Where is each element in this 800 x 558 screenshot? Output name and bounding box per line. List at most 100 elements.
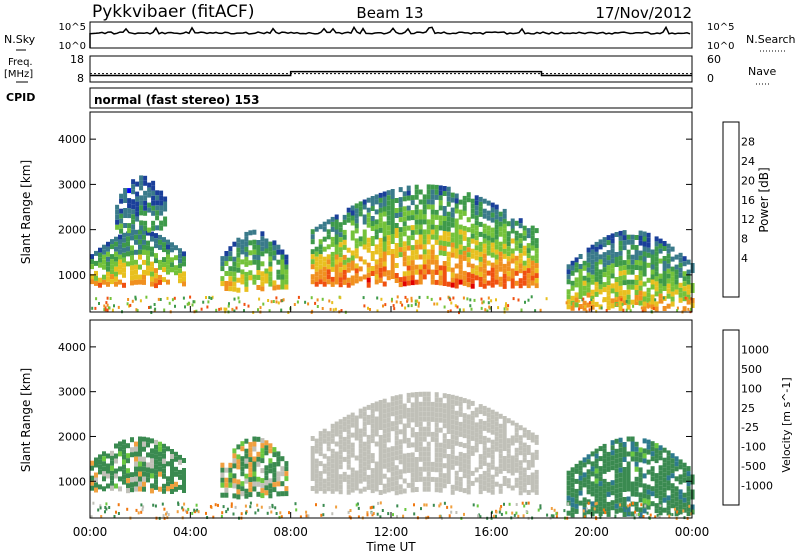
power-cell <box>606 280 611 286</box>
velocity-cell <box>654 508 659 514</box>
velocity-cell <box>566 495 571 501</box>
power-cell <box>114 246 118 252</box>
velocity-cell <box>134 441 138 447</box>
power-cell <box>350 205 355 211</box>
power-cell <box>474 275 479 281</box>
power-cell <box>235 306 238 310</box>
velocity-cell <box>212 515 215 519</box>
velocity-cell <box>578 465 583 471</box>
velocity-cell <box>518 450 523 456</box>
power-cell <box>470 278 475 284</box>
power-cell <box>626 264 631 270</box>
power-cell <box>582 297 585 301</box>
power-cell <box>450 192 455 198</box>
velocity-cell <box>142 476 146 482</box>
velocity-cell <box>525 501 528 505</box>
velocity-cell <box>220 467 225 473</box>
velocity-cell <box>426 406 431 412</box>
velocity-cell <box>640 503 643 507</box>
power-cell <box>642 256 647 262</box>
power-cell <box>182 261 186 267</box>
velocity-cell <box>256 481 261 487</box>
velocity-cell <box>638 472 643 478</box>
velocity-cell <box>142 505 145 509</box>
power-cell <box>682 281 687 287</box>
velocity-cell <box>272 482 277 488</box>
velocity-cell <box>574 488 579 494</box>
velocity-colorbar-label: Velocity [m s^-1] <box>780 377 793 472</box>
velocity-cell <box>502 446 507 451</box>
power-cell <box>650 279 655 285</box>
power-cell <box>626 254 631 260</box>
velocity-cell <box>314 463 319 469</box>
velocity-cell <box>474 477 479 483</box>
power-cell <box>350 255 355 261</box>
velocity-cell <box>530 482 535 488</box>
power-cell <box>158 279 162 285</box>
power-cell <box>402 211 407 217</box>
power-cell <box>490 262 495 268</box>
power-cell <box>232 241 237 247</box>
power-cell <box>362 199 367 205</box>
power-cell <box>138 274 142 280</box>
power-cell <box>142 239 146 245</box>
velocity-cell <box>658 515 661 519</box>
velocity-cell <box>518 470 523 476</box>
power-cell <box>466 282 471 288</box>
power-cell <box>106 308 109 312</box>
velocity-cell <box>410 452 415 458</box>
velocity-cell <box>386 417 391 423</box>
power-cell <box>122 232 126 238</box>
velocity-cell <box>362 421 367 427</box>
velocity-cell <box>314 488 319 494</box>
velocity-cell <box>638 492 643 498</box>
velocity-cell <box>110 485 114 491</box>
velocity-cell <box>186 510 189 514</box>
power-cell <box>386 230 391 236</box>
velocity-cell <box>284 476 289 482</box>
power-cell <box>486 225 491 231</box>
power-cell <box>178 278 182 284</box>
power-cell <box>502 283 507 289</box>
power-cell <box>654 236 659 242</box>
velocity-cell <box>382 403 387 409</box>
velocity-cell <box>566 510 571 516</box>
velocity-cell <box>454 460 459 466</box>
power-cell <box>606 260 611 266</box>
velocity-cell <box>386 432 391 438</box>
velocity-cell <box>236 489 241 495</box>
power-cell <box>386 275 391 281</box>
velocity-cell <box>150 483 154 489</box>
power-cell <box>358 256 363 262</box>
velocity-cell <box>418 401 423 407</box>
power-cell <box>654 291 659 297</box>
velocity-cell <box>466 474 471 480</box>
power-cell <box>143 205 148 211</box>
power-cell <box>630 284 635 290</box>
power-cell <box>314 251 319 257</box>
velocity-cell <box>256 491 261 497</box>
power-cell <box>454 228 459 234</box>
velocity-cell <box>604 511 607 515</box>
velocity-cell <box>358 443 363 449</box>
velocity-cell <box>386 487 391 493</box>
power-cell <box>166 239 170 245</box>
power-cell <box>446 266 451 272</box>
power-cell <box>131 179 136 185</box>
power-cell <box>422 249 427 255</box>
velocity-cell <box>678 504 683 510</box>
power-cell <box>394 198 399 203</box>
velocity-cell <box>514 422 519 428</box>
velocity-cell <box>422 391 427 397</box>
power-cell <box>442 276 447 281</box>
velocity-cell <box>406 397 411 403</box>
velocity-cell <box>530 477 535 483</box>
velocity-cell <box>682 507 687 513</box>
power-cell <box>338 282 343 288</box>
velocity-cell <box>354 435 359 441</box>
power-cell <box>487 301 490 305</box>
velocity-cell <box>221 511 224 515</box>
velocity-cell <box>570 467 575 473</box>
power-cell <box>232 271 237 277</box>
power-cell <box>430 244 435 250</box>
